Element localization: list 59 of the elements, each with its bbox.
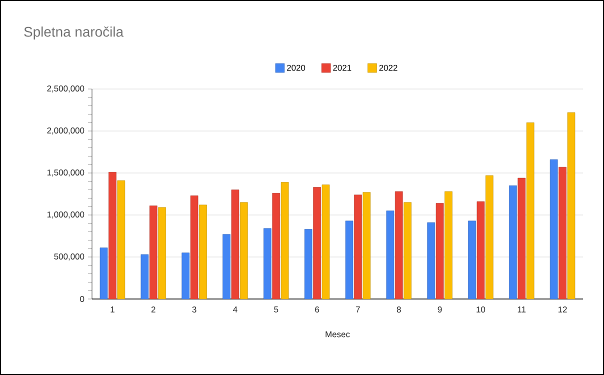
bar <box>550 159 558 300</box>
bar <box>322 184 330 300</box>
x-tick-label: 12 <box>558 306 567 312</box>
x-tick-label: 1 <box>110 306 114 312</box>
bar <box>567 112 576 300</box>
x-tick-label: 5 <box>274 306 278 312</box>
bar <box>354 194 362 300</box>
y-tick-label: 1,500,000 <box>47 170 84 176</box>
bar <box>140 254 149 300</box>
bar <box>117 180 126 300</box>
bar <box>518 178 526 300</box>
x-tick-label: 11 <box>518 306 526 312</box>
bar <box>345 220 354 300</box>
bar <box>468 220 476 300</box>
x-tick-label: 2 <box>151 306 156 312</box>
bar <box>108 172 116 300</box>
bar <box>476 201 485 300</box>
bar <box>444 191 452 300</box>
bar <box>486 175 494 300</box>
legend-label: 2021 <box>333 64 352 71</box>
x-axis-title: Mesec <box>326 331 350 338</box>
bar <box>240 202 248 300</box>
legend-label: 2020 <box>287 64 306 71</box>
bar <box>558 166 566 300</box>
x-tick-label: 10 <box>476 306 486 313</box>
bar <box>526 122 534 300</box>
bar <box>231 190 240 300</box>
bar <box>149 206 158 300</box>
x-tick-label: 4 <box>233 306 238 312</box>
bar <box>304 229 312 300</box>
chart-title: Spletna naročila <box>24 26 124 40</box>
bar <box>362 192 371 300</box>
x-tick-label: 7 <box>356 306 360 312</box>
bar <box>182 252 190 300</box>
legend-label: 2022 <box>379 64 398 71</box>
bar <box>404 202 412 300</box>
bar <box>264 228 272 300</box>
bar <box>313 187 321 300</box>
y-tick-label: 0 <box>80 296 84 302</box>
bar <box>199 204 207 300</box>
y-tick-label: 2,500,000 <box>47 86 84 92</box>
bar <box>394 191 403 300</box>
y-tick-label: 2,000,000 <box>47 128 84 134</box>
bar <box>509 185 517 300</box>
bar <box>436 203 444 300</box>
bar <box>190 196 198 300</box>
x-tick-label: 6 <box>315 306 320 313</box>
x-tick-label: 9 <box>438 306 442 313</box>
bar <box>272 193 280 300</box>
bar <box>427 222 435 300</box>
bar <box>100 248 108 300</box>
x-tick-label: 8 <box>396 306 401 313</box>
y-tick-label: 500,000 <box>54 254 84 260</box>
bar <box>158 207 166 300</box>
x-tick-label: 3 <box>192 306 196 313</box>
bar <box>386 210 394 300</box>
bar <box>222 234 230 300</box>
y-tick-label: 1,000,000 <box>47 212 84 218</box>
bar <box>280 182 289 300</box>
